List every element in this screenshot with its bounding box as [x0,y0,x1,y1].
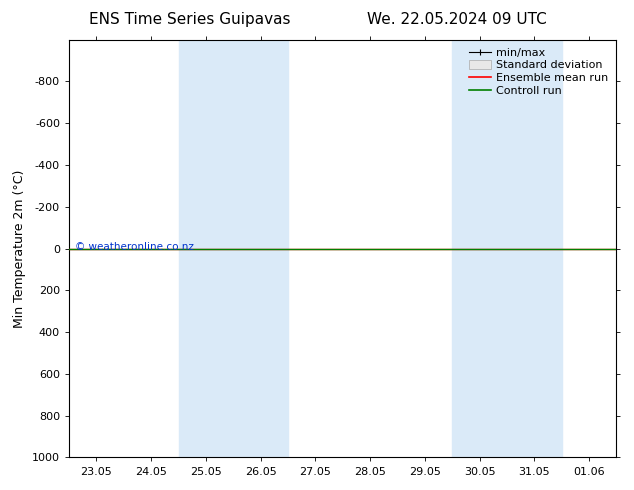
Bar [179,40,288,458]
Text: © weatheronline.co.nz: © weatheronline.co.nz [75,242,193,251]
Y-axis label: Min Temperature 2m (°C): Min Temperature 2m (°C) [13,170,27,328]
Legend: min/max, Standard deviation, Ensemble mean run, Controll run: min/max, Standard deviation, Ensemble me… [466,45,611,98]
Text: ENS Time Series Guipavas: ENS Time Series Guipavas [89,12,291,27]
Text: We. 22.05.2024 09 UTC: We. 22.05.2024 09 UTC [366,12,547,27]
Bar [452,40,562,458]
